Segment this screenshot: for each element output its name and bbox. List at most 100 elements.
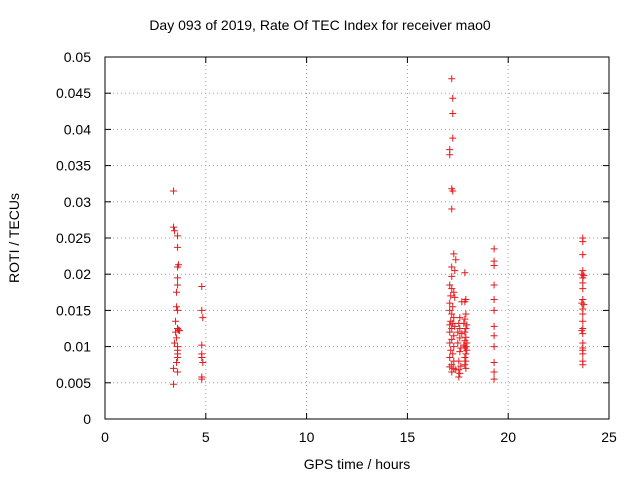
data-point — [172, 317, 180, 325]
data-point — [462, 310, 470, 318]
data-point — [449, 94, 457, 102]
data-point — [458, 330, 466, 338]
data-point — [446, 339, 454, 347]
data-point — [450, 314, 458, 322]
data-point — [490, 262, 498, 270]
data-point — [174, 306, 182, 314]
data-point — [449, 134, 457, 142]
data-point — [490, 306, 498, 314]
data-point — [490, 375, 498, 383]
data-point — [173, 303, 181, 311]
data-point — [452, 256, 460, 264]
y-tick-label: 0.025 — [56, 230, 91, 246]
data-point — [174, 232, 182, 240]
data-point — [446, 151, 454, 159]
data-point — [455, 357, 463, 365]
data-point — [579, 285, 587, 293]
data-point — [448, 310, 456, 318]
data-point — [446, 306, 454, 314]
data-point — [490, 281, 498, 289]
data-point — [462, 364, 470, 372]
data-point — [174, 274, 182, 282]
data-point — [461, 298, 469, 306]
data-point — [579, 350, 587, 358]
data-point — [490, 322, 498, 330]
data-point — [451, 267, 459, 275]
data-point — [446, 281, 454, 289]
data-point — [447, 346, 455, 354]
data-point — [578, 327, 586, 335]
data-point — [446, 299, 454, 307]
data-point — [462, 333, 470, 341]
data-point — [455, 366, 463, 374]
data-point — [457, 362, 465, 370]
data-point — [580, 301, 588, 309]
data-point — [462, 357, 470, 365]
data-point — [198, 341, 206, 349]
data-point — [173, 334, 181, 342]
data-point — [490, 296, 498, 304]
data-point — [450, 343, 458, 351]
data-point — [456, 314, 464, 322]
data-point — [448, 335, 456, 343]
y-tick-label: 0.005 — [56, 375, 91, 391]
data-point — [170, 223, 178, 231]
x-tick-label: 25 — [601, 429, 617, 445]
data-point — [490, 343, 498, 351]
data-point — [199, 314, 207, 322]
data-point — [462, 350, 470, 358]
data-point — [448, 272, 456, 280]
x-axis-label: GPS time / hours — [303, 456, 411, 472]
data-point — [447, 292, 455, 300]
y-tick-label: 0.03 — [64, 194, 91, 210]
data-point — [490, 332, 498, 340]
data-point — [456, 334, 464, 342]
data-point — [170, 364, 178, 372]
y-tick-label: 0.045 — [56, 85, 91, 101]
data-point — [170, 380, 178, 388]
y-tick-label: 0.02 — [64, 266, 91, 282]
data-point — [462, 325, 470, 332]
data-point — [579, 238, 587, 246]
data-point — [199, 359, 207, 367]
data-point — [448, 263, 456, 271]
data-point — [450, 332, 458, 340]
y-tick-label: 0 — [83, 411, 91, 427]
data-point — [461, 315, 469, 323]
x-tick-label: 15 — [400, 429, 416, 445]
data-point — [579, 330, 587, 338]
data-point — [456, 348, 464, 356]
data-point — [446, 328, 454, 336]
data-point — [579, 361, 587, 369]
data-point — [171, 227, 179, 235]
x-tick-label: 10 — [299, 429, 315, 445]
x-tick-label: 0 — [101, 429, 109, 445]
x-tick-label: 5 — [202, 429, 210, 445]
data-point — [174, 243, 182, 251]
data-point — [448, 325, 456, 332]
data-point — [198, 353, 206, 361]
data-point — [461, 353, 469, 361]
data-point — [173, 288, 181, 296]
data-point — [450, 288, 458, 296]
data-point — [463, 346, 471, 354]
data-point — [449, 303, 457, 311]
data-point — [454, 328, 462, 336]
data-point — [579, 267, 587, 275]
data-point — [170, 187, 178, 195]
data-point — [461, 269, 469, 277]
data-point — [462, 343, 470, 351]
x-tick-label: 20 — [500, 429, 516, 445]
data-point — [456, 325, 464, 332]
data-point — [461, 328, 469, 336]
data-point — [176, 327, 184, 335]
data-point — [174, 263, 182, 271]
data-point — [448, 75, 456, 83]
data-point — [454, 339, 462, 347]
data-point — [449, 350, 457, 358]
y-tick-label: 0.05 — [64, 49, 91, 65]
data-point — [172, 328, 180, 336]
data-point — [490, 368, 498, 376]
data-point — [446, 363, 454, 371]
